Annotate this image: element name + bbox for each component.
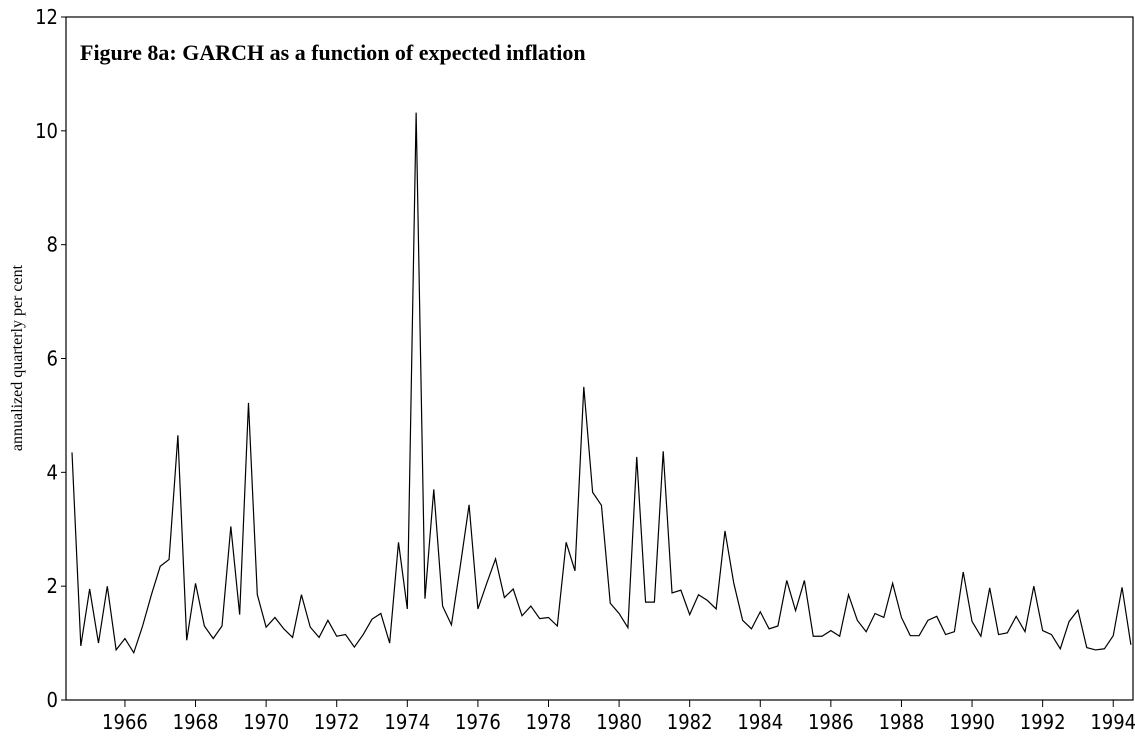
- y-axis-label: annualized quarterly per cent: [9, 264, 26, 451]
- x-tick-label: 1986: [808, 710, 854, 734]
- y-tick-label: 0: [47, 688, 58, 712]
- y-tick-label: 2: [47, 574, 58, 598]
- y-tick-label: 10: [35, 119, 58, 143]
- x-tick-label: 1966: [102, 710, 148, 734]
- plot-frame: [65, 16, 1134, 701]
- x-tick-label: 1972: [314, 710, 360, 734]
- x-tick-label: 1978: [526, 710, 572, 734]
- chart-title: Figure 8a: GARCH as a function of expect…: [80, 40, 586, 65]
- x-tick-label: 1988: [879, 710, 925, 734]
- x-tick-label: 1992: [1020, 710, 1066, 734]
- line-series: [71, 112, 1132, 655]
- y-tick-label: 12: [35, 5, 58, 29]
- x-tick-label: 1994: [1090, 710, 1135, 734]
- y-tick-label: 8: [47, 233, 58, 257]
- y-tick-label: 6: [47, 347, 58, 371]
- x-tick-label: 1984: [737, 710, 783, 734]
- y-tick-label: 4: [47, 460, 58, 484]
- x-tick-label: 1982: [667, 710, 713, 734]
- x-tick-label: 1970: [243, 710, 289, 734]
- x-tick-label: 1976: [455, 710, 501, 734]
- x-tick-label: 1980: [596, 710, 642, 734]
- x-tick-label: 1974: [384, 710, 430, 734]
- x-tick-label: 1990: [949, 710, 995, 734]
- x-tick-label: 1968: [173, 710, 219, 734]
